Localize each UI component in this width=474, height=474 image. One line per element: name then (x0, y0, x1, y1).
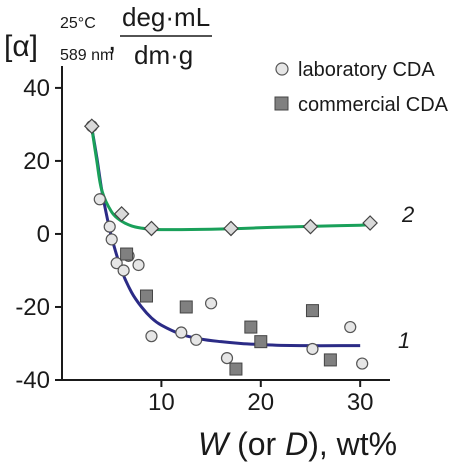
x-axis-label-or: (or (228, 426, 285, 462)
legend: laboratory CDA commercial CDA (274, 59, 449, 116)
point-commercial-cda (323, 353, 337, 367)
point-laboratory-cda (175, 326, 188, 339)
point-commercial-cda (254, 335, 268, 349)
plot-area: -40 -20 0 20 40 10 20 30 (15, 66, 390, 416)
legend-label-commercial: commercial CDA (298, 94, 449, 116)
point-commercial-cda (244, 320, 258, 334)
point-laboratory-cda (105, 233, 118, 246)
y-axis-unit-numerator: deg·mL (122, 2, 210, 32)
point-laboratory-cda (204, 297, 218, 310)
point-commercial-cda (229, 362, 243, 376)
legend-marker-commercial (274, 96, 289, 111)
point-laboratory-cda (117, 264, 130, 277)
point-laboratory-cda (103, 220, 116, 233)
y-axis-comma: , (108, 24, 116, 57)
point-commercial-cda (305, 304, 319, 318)
curve-label-2: 2 (401, 202, 414, 227)
y-tick-label: 0 (37, 221, 50, 248)
point-series-2 (362, 215, 378, 231)
fit-curve-1 (90, 127, 361, 348)
x-axis-label-var-d: D (285, 426, 308, 462)
point-commercial-cda (139, 289, 153, 303)
point-series-2 (83, 118, 100, 135)
point-laboratory-cda (110, 257, 123, 270)
point-commercial-cda (179, 300, 193, 314)
x-axis-label: W (or D), wt% (198, 426, 397, 462)
x-axis-label-var-w: W (198, 426, 231, 462)
y-axis-superscript: 25°C (60, 15, 96, 32)
x-axis-label-unit: ), wt% (308, 426, 397, 462)
fit-curve-2 (90, 127, 371, 232)
x-tick-label: 10 (148, 389, 175, 416)
point-laboratory-cda (344, 320, 357, 334)
point-commercial-cda (120, 247, 134, 261)
point-series-2 (113, 206, 130, 222)
y-axis-symbol: [α] (4, 30, 38, 63)
point-laboratory-cda (356, 357, 369, 370)
curve-label-1: 1 (398, 328, 410, 353)
y-tick-label: -20 (15, 294, 50, 321)
point-laboratory-cda (190, 333, 203, 346)
legend-marker-laboratory (275, 62, 289, 76)
point-series-2 (302, 218, 319, 235)
point-laboratory-cda (145, 330, 158, 343)
y-tick-label: 20 (23, 148, 50, 175)
y-axis-subscript: 589 nm (60, 47, 113, 64)
point-series-2 (223, 220, 239, 237)
point-laboratory-cda (93, 193, 106, 206)
y-tick-label: 40 (23, 75, 50, 102)
x-tick-label: 20 (247, 389, 274, 416)
y-tick-label: -40 (15, 367, 50, 394)
x-tick-label: 30 (347, 389, 374, 416)
point-series-2 (143, 220, 160, 237)
point-laboratory-cda (306, 342, 319, 356)
point-laboratory-cda (220, 351, 234, 365)
y-axis-unit-denominator: dm·g (134, 40, 193, 70)
point-laboratory-cda (132, 258, 145, 272)
legend-label-laboratory: laboratory CDA (298, 59, 435, 81)
y-axis-label: [α] 25°C 589 nm , deg·mL dm·g (4, 2, 212, 70)
